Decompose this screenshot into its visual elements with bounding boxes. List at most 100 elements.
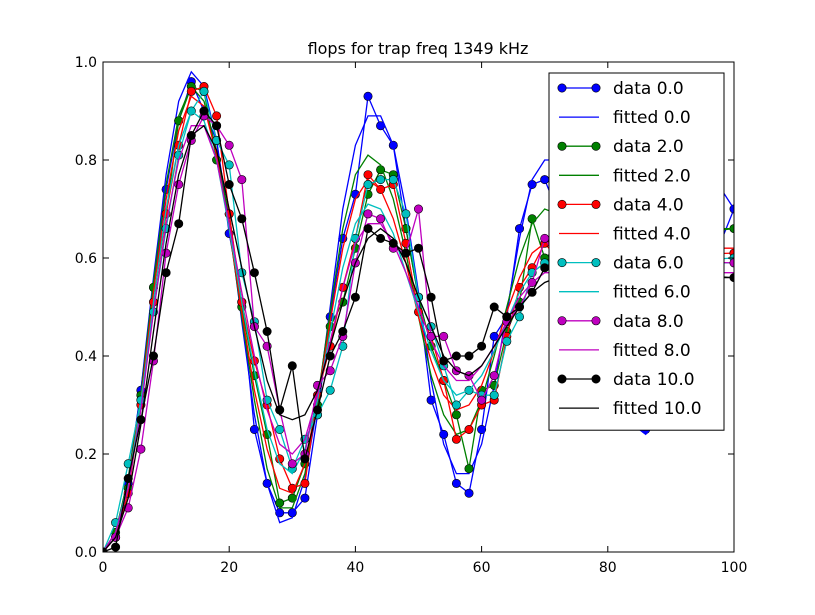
chart-title: flops for trap freq 1349 kHz	[308, 39, 529, 58]
legend-label: data 0.0	[613, 79, 684, 99]
axes-layer: 0 20 40 60 80 100 0.0 0.2 0.4 0.6 0.8 1.0	[75, 55, 748, 576]
data-point	[199, 106, 209, 116]
data-point	[325, 385, 335, 395]
y-tick-label: 0.6	[75, 251, 97, 267]
legend-entry: fitted 0.0	[559, 108, 691, 128]
data-point	[325, 366, 335, 376]
legend: data 0.0 fitted 0.0 data 2.0 fitted 2.0 data…	[548, 72, 725, 431]
legend-entry: data 2.0	[557, 137, 684, 157]
data-point	[376, 233, 386, 243]
data-point	[376, 175, 386, 185]
data-point	[451, 400, 461, 410]
data-point	[237, 175, 247, 185]
data-point	[262, 326, 272, 336]
legend-box	[548, 72, 725, 431]
data-point	[413, 243, 423, 253]
legend-label: data 8.0	[613, 312, 684, 332]
y-tick-label: 1.0	[75, 55, 97, 71]
data-point	[111, 542, 121, 552]
legend-marker	[557, 316, 567, 326]
data-point	[212, 121, 222, 131]
legend-entry: fitted 10.0	[559, 399, 702, 419]
data-point	[363, 209, 373, 219]
legend-label: fitted 2.0	[613, 166, 691, 186]
legend-entry: fitted 8.0	[559, 341, 691, 361]
data-point	[439, 331, 449, 341]
data-point	[224, 140, 234, 150]
legend-marker	[557, 141, 567, 151]
data-point	[312, 405, 322, 415]
data-point	[212, 111, 222, 121]
legend-label: fitted 10.0	[613, 399, 702, 419]
x-tick-label: 20	[220, 560, 238, 576]
data-point	[186, 86, 196, 96]
data-point	[464, 424, 474, 434]
legend-entry: data 0.0	[557, 79, 684, 99]
data-point	[527, 214, 537, 224]
data-point	[300, 493, 310, 503]
legend-marker	[591, 141, 601, 151]
data-point	[363, 91, 373, 101]
legend-marker	[591, 316, 601, 326]
data-point	[161, 268, 171, 278]
data-point	[540, 175, 550, 185]
legend-entry: fitted 6.0	[559, 283, 691, 303]
data-point	[439, 356, 449, 366]
data-point	[388, 175, 398, 185]
data-point	[376, 214, 386, 224]
legend-marker	[557, 258, 567, 268]
legend-entry: data 10.0	[557, 370, 695, 390]
data-point	[199, 86, 209, 96]
legend-marker	[557, 83, 567, 93]
data-point	[489, 390, 499, 400]
series-line	[103, 109, 734, 552]
data-point	[464, 351, 474, 361]
data-point	[363, 180, 373, 190]
legend-label: fitted 0.0	[613, 108, 691, 128]
legend-label: fitted 8.0	[613, 341, 691, 361]
plot-frame	[102, 61, 735, 553]
data-point	[489, 371, 499, 381]
data-point	[451, 434, 461, 444]
data-point	[464, 464, 474, 474]
series-line	[103, 114, 734, 552]
data-point	[338, 326, 348, 336]
data-point	[300, 478, 310, 488]
data-point	[224, 180, 234, 190]
data-point	[287, 361, 297, 371]
data-point	[451, 351, 461, 361]
x-tick-label: 80	[599, 560, 617, 576]
legend-label: fitted 6.0	[613, 283, 691, 303]
data-point	[363, 224, 373, 234]
x-tick-label: 60	[473, 560, 491, 576]
data-point	[275, 424, 285, 434]
data-point	[540, 233, 550, 243]
data-point	[426, 292, 436, 302]
x-tick-label: 100	[721, 560, 748, 576]
legend-marker	[557, 199, 567, 209]
legend-marker	[591, 199, 601, 209]
x-tick-label: 0	[99, 560, 108, 576]
data-point	[300, 454, 310, 464]
data-point	[464, 488, 474, 498]
data-point	[249, 268, 259, 278]
series-layer	[103, 70, 734, 552]
legend-marker	[557, 374, 567, 384]
legend-label: fitted 4.0	[613, 225, 691, 245]
data-point	[350, 292, 360, 302]
data-point	[451, 410, 461, 420]
legend-entry: data 4.0	[557, 195, 684, 215]
legend-entry: fitted 2.0	[559, 166, 691, 186]
data-point	[451, 478, 461, 488]
data-point	[502, 336, 512, 346]
data-point	[502, 312, 512, 322]
data-point	[136, 444, 146, 454]
series-data-10-0	[103, 106, 734, 552]
data-point	[401, 209, 411, 219]
data-point	[489, 302, 499, 312]
data-point	[237, 214, 247, 224]
x-tick-label: 40	[346, 560, 364, 576]
y-tick-label: 0.8	[75, 153, 97, 169]
legend-marker	[591, 374, 601, 384]
